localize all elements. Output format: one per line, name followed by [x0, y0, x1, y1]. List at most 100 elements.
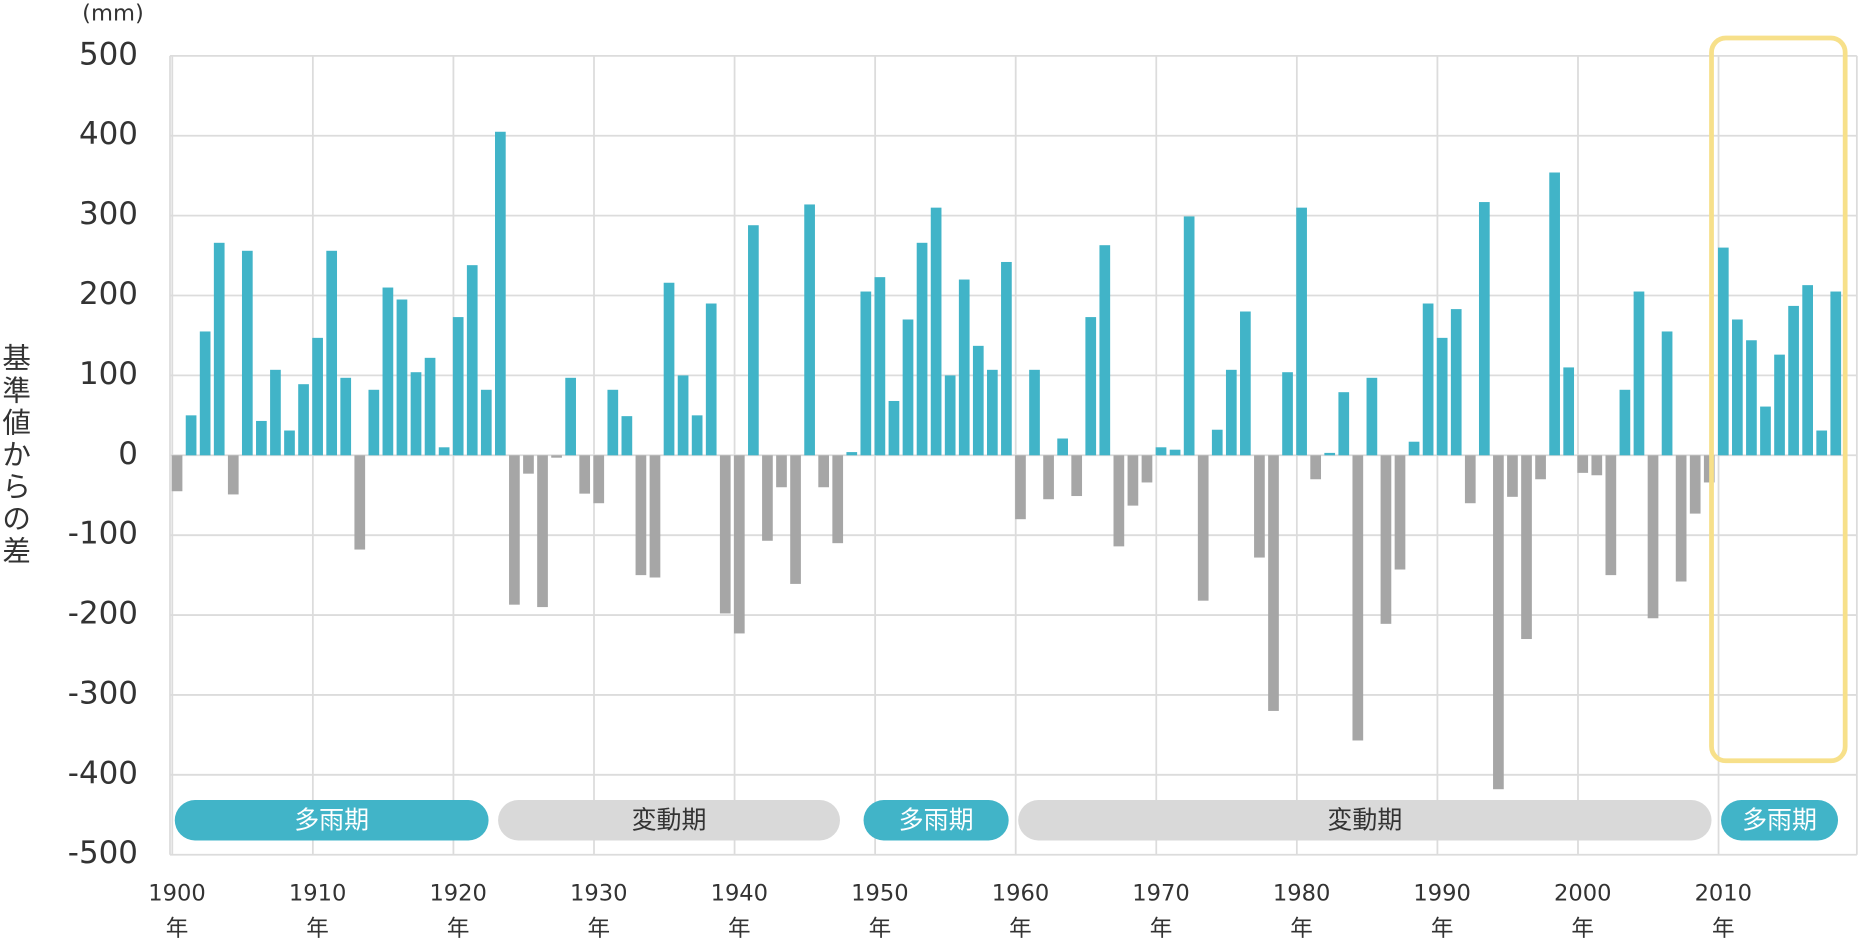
bar: [888, 400, 900, 456]
bar: [762, 455, 773, 541]
bar: [1717, 247, 1729, 456]
x-tick-label: 1960: [992, 880, 1049, 906]
bar: [340, 377, 352, 456]
bar: [537, 455, 548, 608]
period-label: 変動期: [632, 805, 707, 834]
bar: [551, 455, 562, 458]
x-tick-unit: 年: [1712, 916, 1735, 942]
x-tick-unit: 年: [447, 916, 470, 942]
bar: [1549, 172, 1560, 456]
bar: [832, 455, 844, 544]
bar: [185, 415, 197, 456]
period-band: [1018, 800, 1712, 841]
bar: [1633, 291, 1645, 456]
bar: [958, 279, 970, 456]
bar: [846, 452, 858, 456]
x-tick-unit: 年: [869, 916, 892, 942]
bar: [733, 455, 745, 634]
x-tick-label: 1910: [289, 880, 346, 906]
period-band: [1721, 800, 1839, 841]
x-tick-label: 1980: [1273, 880, 1330, 906]
bar: [1507, 455, 1518, 497]
x-tick-unit: 年: [1431, 916, 1454, 942]
bar: [1043, 455, 1054, 500]
bar: [1366, 377, 1378, 456]
x-tick-label: 1970: [1132, 880, 1189, 906]
bar: [270, 369, 281, 456]
bar: [1183, 216, 1195, 456]
bar: [649, 455, 661, 578]
bar: [902, 319, 914, 456]
bar: [677, 375, 689, 456]
bar: [452, 317, 464, 456]
bar: [1788, 305, 1799, 456]
bar: [1029, 369, 1040, 456]
period-band: [863, 800, 1009, 841]
bar: [368, 389, 380, 456]
x-tick-label: 1950: [851, 880, 908, 906]
bar: [1535, 455, 1546, 480]
period-band: [498, 800, 840, 841]
x-tick-label: 1900: [148, 880, 205, 906]
bar: [1408, 441, 1420, 456]
bar: [438, 447, 450, 456]
bar: [860, 291, 872, 456]
y-tick-label: 500: [79, 36, 138, 72]
bar: [1830, 291, 1842, 456]
bar: [663, 282, 675, 456]
bar: [972, 345, 984, 456]
bar: [523, 455, 534, 474]
x-tick-unit: 年: [1571, 916, 1594, 942]
bar: [930, 207, 942, 456]
bar: [1563, 367, 1575, 456]
y-tick-label: 0: [118, 436, 138, 472]
x-tick-label: 2000: [1554, 880, 1611, 906]
bar: [790, 455, 801, 584]
x-tick-label: 2010: [1695, 880, 1752, 906]
x-tick-unit: 年: [306, 916, 329, 942]
bar: [1577, 455, 1589, 473]
bar: [1240, 311, 1251, 456]
bar: [227, 455, 239, 495]
y-tick-label: 100: [79, 356, 138, 392]
bar: [1521, 455, 1532, 640]
period-band: [174, 800, 489, 841]
bar: [1296, 207, 1307, 456]
bar: [382, 287, 394, 456]
bar: [354, 455, 366, 550]
bar: [1802, 285, 1813, 456]
period-label: 多雨期: [1742, 805, 1817, 834]
unit-label: (mm): [82, 1, 144, 27]
x-tick-label: 1930: [570, 880, 627, 906]
x-tick-label: 1920: [429, 880, 486, 906]
bar: [621, 416, 633, 456]
bar: [1113, 455, 1125, 547]
bar: [1619, 389, 1631, 456]
bar: [424, 357, 436, 456]
bar: [1338, 392, 1350, 456]
bar: [1689, 455, 1701, 514]
bar: [1605, 455, 1617, 576]
bar: [1169, 449, 1181, 456]
x-tick-unit: 年: [587, 916, 610, 942]
bar: [874, 277, 886, 456]
bar: [1394, 455, 1406, 570]
bar: [1746, 340, 1757, 456]
bar: [256, 420, 267, 456]
bar: [1155, 447, 1167, 456]
y-tick-label: -400: [68, 755, 138, 791]
bar: [396, 299, 408, 456]
bar: [509, 455, 520, 605]
x-tick-unit: 年: [1290, 916, 1313, 942]
bar: [719, 455, 731, 614]
bar: [298, 384, 309, 456]
bar: [1675, 455, 1687, 582]
y-tick-label: -200: [68, 596, 138, 632]
bar: [241, 250, 253, 456]
bar: [565, 377, 576, 456]
bar: [1197, 455, 1209, 601]
bar: [1099, 245, 1111, 456]
bar: [986, 369, 998, 456]
